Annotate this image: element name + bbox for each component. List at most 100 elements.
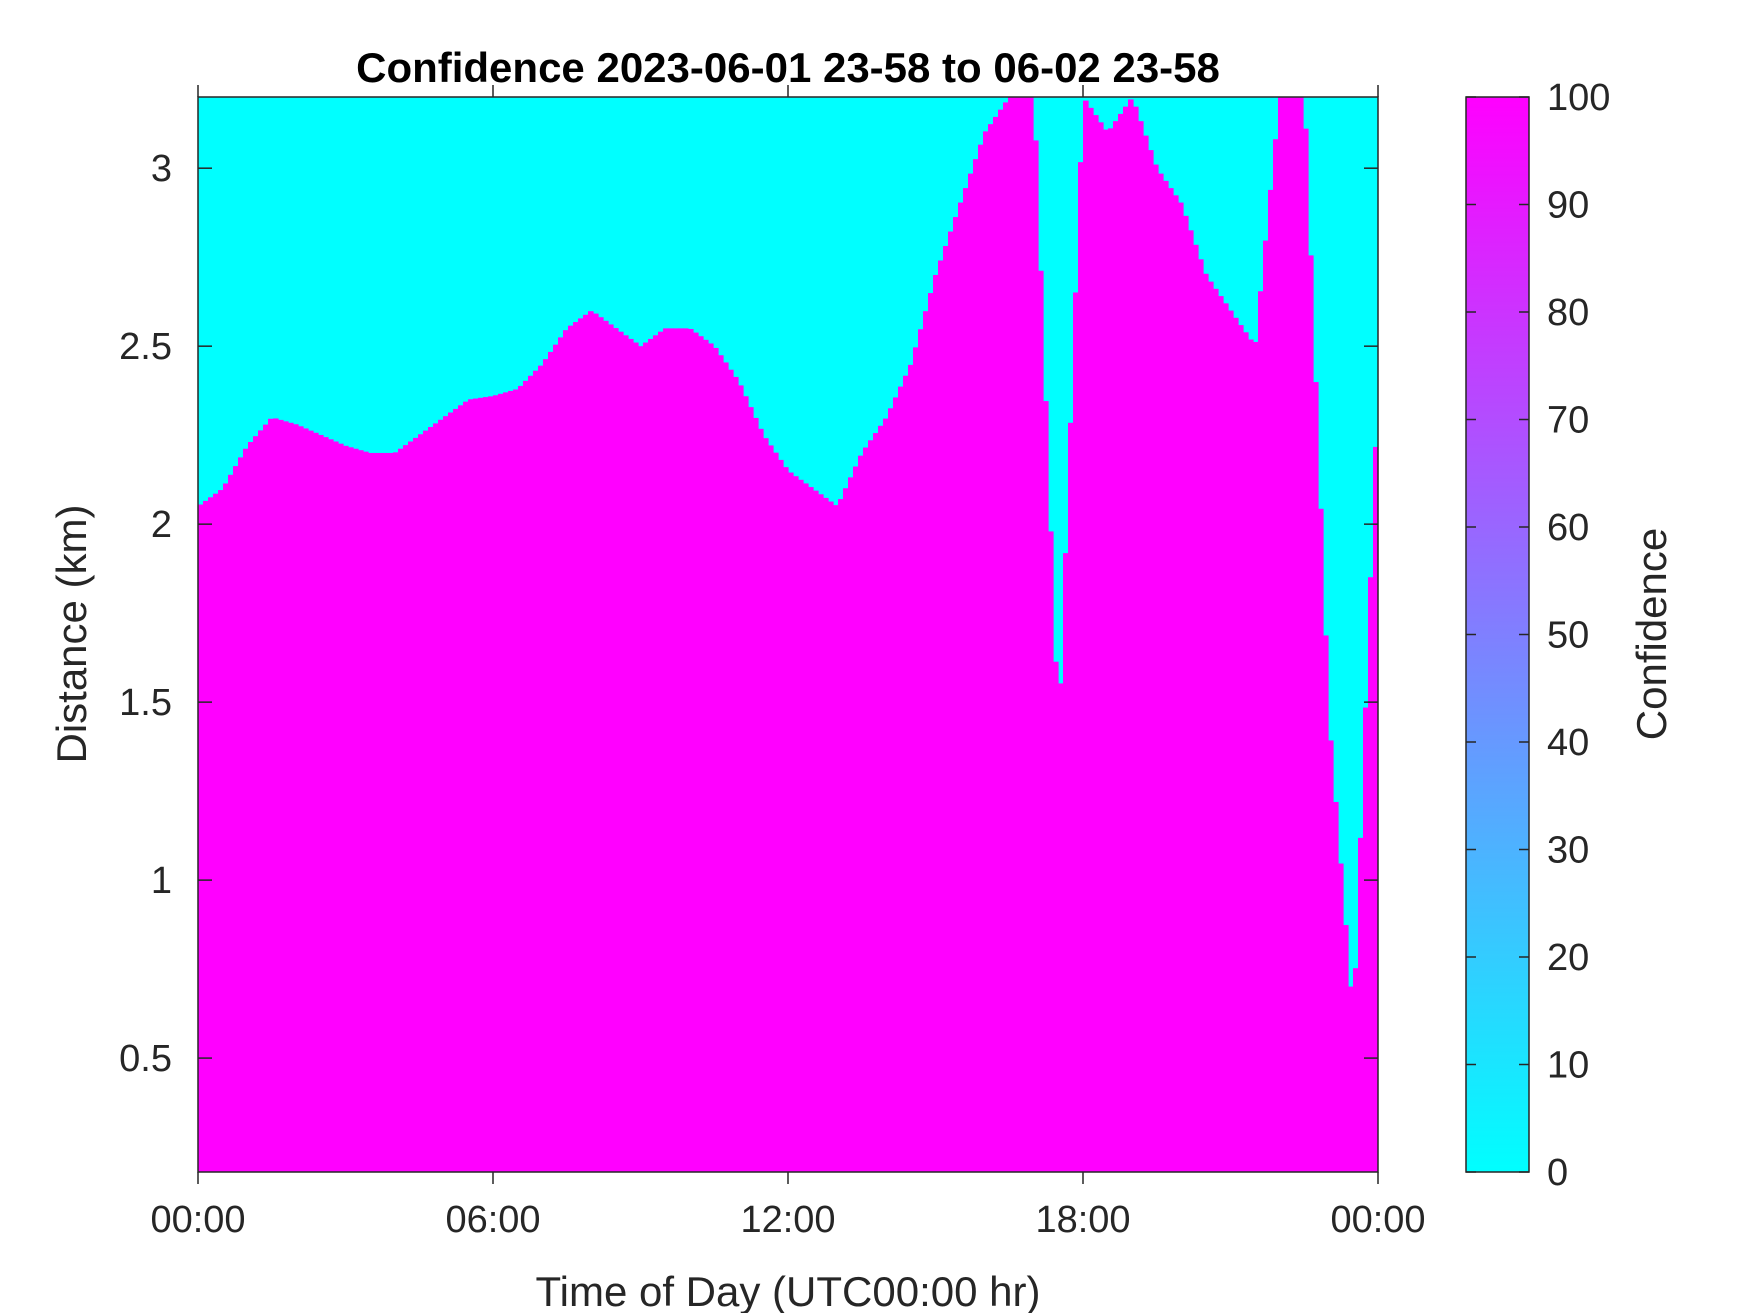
heatmap-cell [1118,113,1124,1172]
x-axis-label: Time of Day (UTC00:00 hr) [536,1268,1041,1313]
heatmap-cell [1173,195,1179,1172]
heatmap-cell [458,405,464,1172]
heatmap-cell [823,497,829,1172]
heatmap-cell [1003,102,1009,1172]
heatmap-cell [348,447,354,1172]
heatmap-cell [488,396,494,1172]
heatmap-layer [198,97,1378,1172]
heatmap-cell [878,425,884,1172]
heatmap-cell [1243,332,1249,1172]
heatmap-cell [1318,508,1324,1172]
heatmap-cell [1153,164,1159,1172]
heatmap-cell [1103,129,1109,1172]
heatmap-cell [728,369,734,1172]
heatmap-cell [1293,97,1299,1172]
heatmap-cell [983,131,989,1172]
heatmap-cell [223,483,229,1172]
heatmap-cell [993,116,999,1172]
x-tick-label: 12:00 [740,1199,835,1241]
heatmap-cell [773,452,779,1172]
heatmap-cell [233,466,239,1172]
heatmap-cell [1193,244,1199,1172]
heatmap-cell [1328,740,1334,1172]
colorbar-ticks: 0 10 20 30 40 50 60 70 80 90 100 [1466,77,1610,1194]
heatmap-cell [903,375,909,1172]
heatmap-cell [313,432,319,1172]
heatmap-cell [958,202,964,1172]
heatmap-cell [1038,270,1044,1172]
heatmap-cell [1108,128,1114,1172]
heatmap-cell [538,365,544,1172]
colorbar-label: Confidence [1628,528,1675,740]
heatmap-cell [1008,97,1014,1172]
heatmap-cell [1248,339,1254,1172]
heatmap-cell [793,476,799,1172]
heatmap-cell [388,452,394,1172]
heatmap-cell [483,397,489,1172]
colorbar-tick-label: 30 [1547,830,1589,872]
heatmap-cell [1088,107,1094,1172]
heatmap-cell [703,339,709,1172]
heatmap-cell [393,452,399,1172]
heatmap-cell [418,434,424,1172]
heatmap-cell [693,332,699,1172]
heatmap-cell [988,124,994,1172]
heatmap-cell [1268,189,1274,1172]
heatmap-cell [318,434,324,1172]
heatmap-cell [1138,121,1144,1172]
heatmap-cell [343,445,349,1172]
heatmap-cell [1343,925,1349,1172]
colorbar-tick-label: 90 [1547,185,1589,227]
heatmap-cell [408,441,414,1172]
heatmap-cell [1148,150,1154,1172]
heatmap-cell [428,427,434,1172]
heatmap-cell [1033,140,1039,1172]
heatmap-cell [568,325,574,1172]
colorbar-tick-label: 100 [1547,77,1610,119]
heatmap-cell [1353,968,1359,1172]
heatmap-cell [353,448,359,1172]
heatmap-cell [1098,122,1104,1172]
heatmap-cell [1253,341,1259,1172]
heatmap-cell [1063,553,1069,1172]
heatmap-cell [258,430,264,1172]
colorbar [1465,96,1530,1173]
heatmap-cell [338,443,344,1172]
heatmap-cell [648,338,654,1172]
heatmap-cell [673,328,679,1172]
heatmap-cell [323,437,329,1172]
heatmap-cell [208,497,214,1172]
heatmap-cell [1018,97,1024,1172]
heatmap-cell [1168,188,1174,1172]
heatmap-cell [633,342,639,1172]
heatmap-cell [403,445,409,1172]
heatmap-cell [998,109,1004,1172]
heatmap-cell [298,426,304,1172]
heatmap-cell [1203,273,1209,1172]
heatmap-cell [663,328,669,1172]
heatmap-cell [668,328,674,1172]
y-axis: 0.5 1 1.5 2 2.5 3 [119,148,1378,1080]
heatmap-cell [1213,288,1219,1172]
heatmap-cell [373,452,379,1172]
heatmap-cell [228,474,234,1172]
heatmap-cell [758,428,764,1172]
heatmap-cell [893,397,899,1172]
heatmap-cell [238,457,244,1172]
heatmap-cell [263,424,269,1172]
heatmap-cell [413,437,419,1172]
heatmap-cell [253,436,259,1172]
heatmap-cell [1218,296,1224,1172]
colorbar-tick-label: 70 [1547,400,1589,442]
colorbar-tick-label: 20 [1547,937,1589,979]
heatmap-cell [1083,100,1089,1172]
heatmap-cell [943,246,949,1172]
heatmap-cell [1298,97,1304,1172]
x-axis: 00:00 06:00 12:00 18:00 00:00 [150,85,1426,1241]
heatmap-cell [853,466,859,1172]
heatmap-cell [723,362,729,1172]
heatmap-cell [363,451,369,1172]
heatmap-cell [1123,106,1129,1172]
heatmap-cell [883,418,889,1172]
heatmap-cell [848,477,854,1172]
